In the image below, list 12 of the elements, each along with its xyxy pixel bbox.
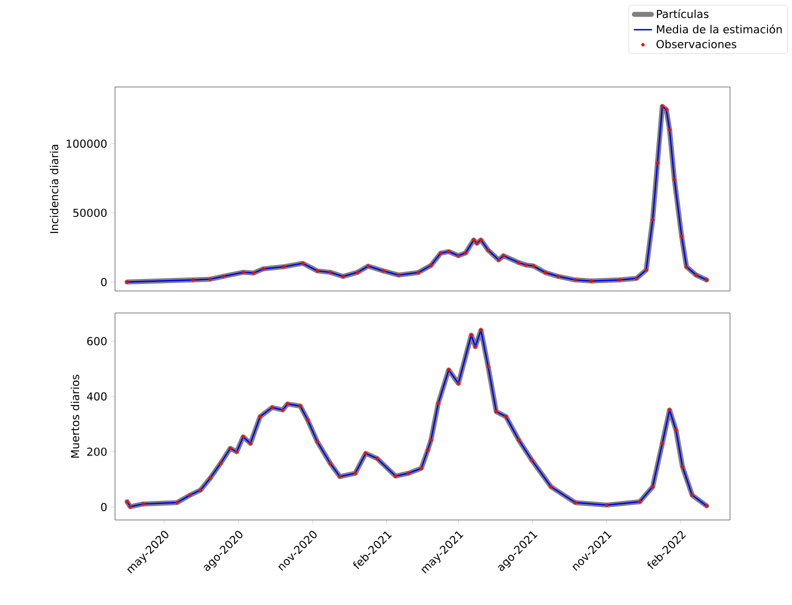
y-tick-label: 100000 [66, 140, 107, 148]
y-tick-label: 600 [87, 337, 107, 346]
legend-label: Media de la estimación [656, 24, 782, 34]
y-axis-title: Muertos diarios [70, 374, 80, 458]
legend-label: Observaciones [656, 40, 736, 48]
y-tick-label: 0 [101, 502, 107, 512]
y-tick-label: 50000 [73, 208, 107, 217]
y-axis-title: Incidencia diaria [50, 144, 58, 233]
y-tick-label: 200 [87, 448, 107, 456]
y-tick-label: 0 [101, 278, 107, 286]
y-tick-label: 400 [86, 392, 107, 401]
legend-label: Partículas [656, 9, 709, 18]
